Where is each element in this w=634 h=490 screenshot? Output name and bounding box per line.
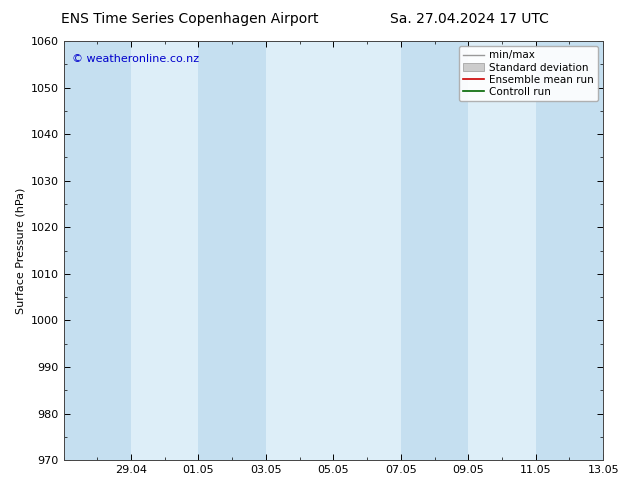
Y-axis label: Surface Pressure (hPa): Surface Pressure (hPa) <box>15 187 25 314</box>
Text: ENS Time Series Copenhagen Airport: ENS Time Series Copenhagen Airport <box>61 12 319 26</box>
Bar <box>536 41 603 460</box>
Legend: min/max, Standard deviation, Ensemble mean run, Controll run: min/max, Standard deviation, Ensemble me… <box>459 46 598 101</box>
Bar <box>63 41 131 460</box>
Text: © weatheronline.co.nz: © weatheronline.co.nz <box>72 53 199 64</box>
Bar <box>401 41 469 460</box>
Text: Sa. 27.04.2024 17 UTC: Sa. 27.04.2024 17 UTC <box>390 12 548 26</box>
Bar <box>198 41 266 460</box>
